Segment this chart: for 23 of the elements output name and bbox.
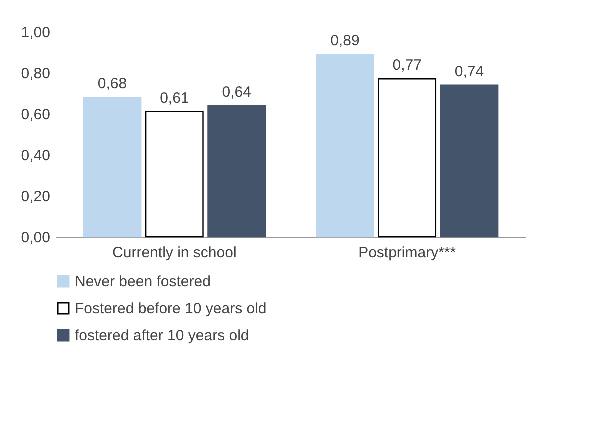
legend-label: Fostered before 10 years old <box>75 300 267 318</box>
x-tick-label: Postprimary*** <box>358 244 456 262</box>
bar <box>378 78 437 238</box>
y-tick-label: 0,40 <box>21 148 50 164</box>
data-label: 0,64 <box>222 84 252 101</box>
bar <box>440 84 499 238</box>
bar <box>145 111 204 238</box>
data-label: 0,74 <box>454 63 484 80</box>
bar <box>83 97 142 238</box>
legend-label: fostered after 10 years old <box>75 328 250 344</box>
y-tick-label: 0,60 <box>21 106 50 124</box>
data-label: 0,61 <box>160 90 190 107</box>
bar <box>208 105 266 238</box>
y-tick-label: 0,20 <box>21 188 50 206</box>
y-tick-label: 0,00 <box>21 230 50 246</box>
data-label: 0,77 <box>392 57 422 74</box>
y-tick-label: 1,00 <box>21 24 50 42</box>
data-label: 0,68 <box>98 76 128 93</box>
bar <box>316 54 374 238</box>
y-tick-label: 0,80 <box>21 66 50 82</box>
data-label: 0,89 <box>330 32 360 50</box>
x-tick-label: Currently in school <box>112 244 237 262</box>
legend-label: Never been fostered <box>75 274 211 290</box>
